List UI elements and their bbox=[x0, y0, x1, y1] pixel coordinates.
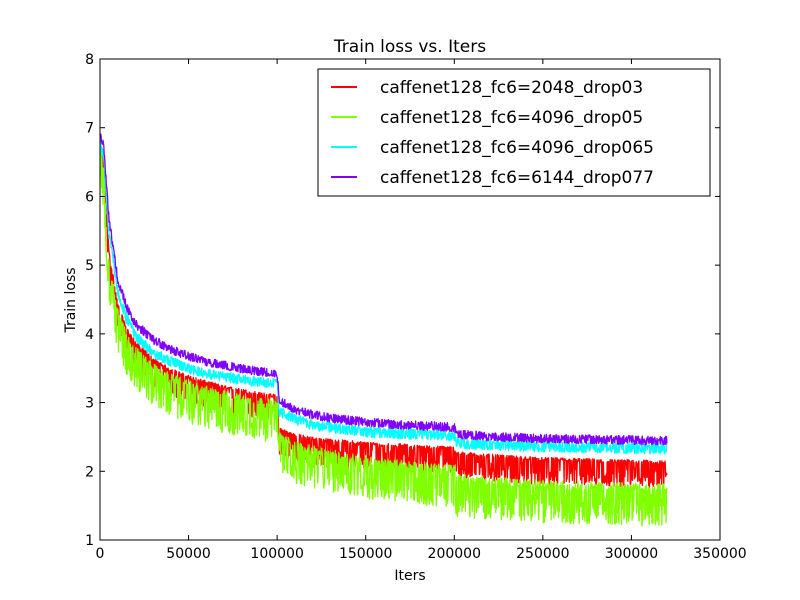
legend-label: caffenet128_fc6=4096_drop065 bbox=[380, 138, 654, 158]
x-tick-label: 350000 bbox=[693, 546, 746, 562]
x-tick-label: 250000 bbox=[516, 546, 569, 562]
series-line-3 bbox=[99, 133, 668, 446]
y-tick-label: 2 bbox=[85, 464, 94, 480]
legend-label: caffenet128_fc6=6144_drop077 bbox=[380, 168, 654, 188]
y-tick-label: 7 bbox=[85, 121, 94, 137]
y-axis-title: Train loss bbox=[63, 267, 79, 333]
y-tick-label: 8 bbox=[85, 52, 94, 68]
x-axis: 0 50000 100000 150000 200000 250000 300000 3500… bbox=[96, 59, 747, 562]
x-tick-label: 150000 bbox=[339, 546, 392, 562]
y-axis: 1 2 3 4 5 6 7 8 bbox=[85, 52, 720, 549]
plot-frame bbox=[99, 58, 721, 541]
x-axis-title: Iters bbox=[394, 568, 425, 584]
legend-box bbox=[317, 68, 711, 197]
x-tick-label: 50000 bbox=[166, 546, 211, 562]
x-tick-label: 100000 bbox=[250, 546, 303, 562]
legend-label: caffenet128_fc6=4096_drop05 bbox=[380, 108, 643, 128]
x-tick-label: 300000 bbox=[605, 546, 658, 562]
y-tick-label: 4 bbox=[85, 327, 94, 343]
series-line-1 bbox=[99, 143, 668, 527]
legend-label: caffenet128_fc6=2048_drop03 bbox=[380, 78, 643, 98]
y-tick-label: 5 bbox=[85, 258, 94, 274]
x-tick-label: 0 bbox=[96, 546, 105, 562]
plot-area bbox=[99, 133, 668, 527]
y-tick-label: 6 bbox=[85, 189, 94, 205]
y-tick-label: 1 bbox=[85, 533, 94, 549]
x-tick-label: 200000 bbox=[428, 546, 481, 562]
y-tick-label: 3 bbox=[85, 396, 94, 412]
chart-title: Train loss vs. Iters bbox=[333, 37, 486, 57]
legend: caffenet128_fc6=2048_drop03 caffenet128_f… bbox=[317, 68, 711, 197]
series-line-2 bbox=[99, 140, 668, 455]
